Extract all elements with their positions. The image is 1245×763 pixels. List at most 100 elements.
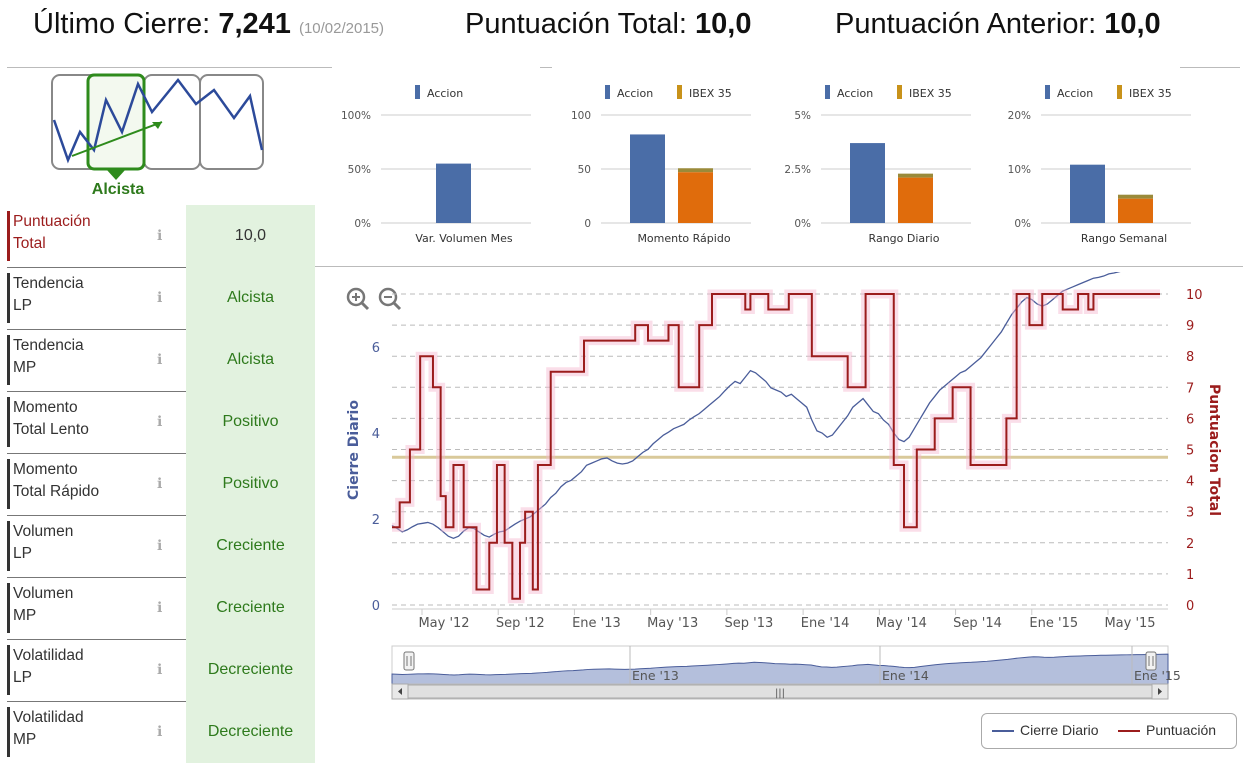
last-close-value: 7,241 [218, 8, 291, 40]
row-value: Decreciente [186, 639, 315, 701]
y-right-tick-label: 8 [1186, 350, 1194, 365]
legend-label[interactable]: IBEX 35 [1129, 87, 1172, 100]
y-tick-label: 50% [348, 164, 371, 176]
row-marker [7, 521, 10, 571]
row-marker [7, 211, 10, 261]
y-right-tick-label: 3 [1186, 506, 1194, 521]
legend-item-score[interactable]: Puntuación [1118, 722, 1216, 738]
row-marker [7, 397, 10, 447]
series-puntuacion[interactable] [392, 293, 1160, 600]
main-line-chart[interactable]: 0 1 2 3 4 5 6 7 8 9 10 0 2 4 6 Cierre Diario Puntuacion … [320, 272, 1240, 707]
zoom-in-icon[interactable] [346, 287, 370, 311]
row-marker [7, 583, 10, 633]
bar-cap [898, 173, 933, 178]
total-score: Puntuación Total: 10,0 [465, 8, 751, 41]
bar-ibex-35[interactable] [898, 177, 933, 223]
legend-label[interactable]: Accion [427, 87, 463, 100]
y-right-tick-label: 1 [1186, 568, 1194, 583]
row-marker [7, 707, 10, 757]
legend-label[interactable]: Accion [617, 87, 653, 100]
info-icon[interactable]: ℹ [157, 351, 163, 367]
legend-item-close[interactable]: Cierre Diario [992, 722, 1099, 738]
row-label: Tendencia MP [13, 337, 84, 376]
info-icon[interactable]: ℹ [157, 413, 163, 429]
x-tick-label: Sep '12 [496, 616, 545, 631]
previous-score-label: Puntuación Anterior: [835, 8, 1097, 40]
x-axis-label: Momento Rápido [637, 232, 730, 245]
legend-label[interactable]: Accion [1057, 87, 1093, 100]
navigator-tick-label: Ene '13 [632, 668, 679, 683]
y-left-tick-label: 0 [372, 599, 380, 614]
legend-label[interactable]: Accion [837, 87, 873, 100]
info-icon[interactable]: ℹ [157, 723, 163, 739]
row-value: Creciente [186, 577, 315, 639]
main-chart-legend: Cierre Diario Puntuación [981, 713, 1237, 749]
legend-label[interactable]: IBEX 35 [689, 87, 732, 100]
bar-accion[interactable] [436, 163, 471, 223]
info-icon[interactable]: ℹ [157, 661, 163, 677]
y-left-axis-title: Cierre Diario [346, 400, 362, 500]
series-puntuacion-glow [392, 289, 1160, 604]
score-row-momentum-slow: Momento Total Lento ℹ Positivo [7, 391, 315, 454]
row-marker [7, 645, 10, 695]
x-tick-label: May '14 [876, 616, 927, 631]
y-tick-label: 20% [1008, 110, 1031, 122]
x-tick-label: Sep '14 [953, 616, 1002, 631]
y-left-tick-label: 4 [372, 427, 380, 442]
row-label: Volatilidad MP [13, 709, 84, 748]
info-icon[interactable]: ℹ [157, 599, 163, 615]
navigator-right-handle[interactable] [1145, 651, 1157, 671]
legend-swatch [677, 85, 682, 99]
info-icon[interactable]: ℹ [157, 289, 163, 305]
row-value: 10,0 [186, 205, 315, 267]
trend-label: Alcista [91, 181, 145, 198]
bar-accion[interactable] [850, 143, 885, 223]
info-icon[interactable]: ℹ [157, 475, 163, 491]
row-value: Alcista [186, 267, 315, 329]
bar-accion[interactable] [630, 134, 665, 223]
y-right-tick-label: 5 [1186, 444, 1194, 459]
arrow-right-icon [1158, 688, 1162, 695]
navigator-left-handle[interactable] [403, 651, 415, 671]
y-right-tick-label: 2 [1186, 537, 1194, 552]
y-left-tick-label: 2 [372, 513, 380, 528]
last-close-date: (10/02/2015) [298, 20, 385, 37]
x-axis-label: Var. Volumen Mes [415, 232, 513, 245]
y-tick-label: 0% [794, 218, 811, 230]
divider [315, 266, 1243, 267]
y-right-tick-label: 7 [1186, 381, 1194, 396]
previous-score: Puntuación Anterior: 10,0 [835, 8, 1161, 41]
bar-accion[interactable] [1070, 164, 1105, 223]
row-label: Volumen MP [13, 585, 74, 624]
info-icon[interactable]: ℹ [157, 537, 163, 553]
score-row-volatility-mp: Volatilidad MP ℹ Decreciente [7, 701, 315, 763]
score-row-trend-lp: Tendencia LP ℹ Alcista [7, 267, 315, 330]
info-icon[interactable]: ℹ [157, 227, 163, 243]
row-marker [7, 335, 10, 385]
y-right-tick-label: 9 [1186, 319, 1194, 334]
bar-ibex-35[interactable] [678, 172, 713, 223]
x-tick-label: Ene '15 [1029, 616, 1078, 631]
navigator-tick-label: Ene '15 [1134, 668, 1181, 683]
y-tick-label: 10% [1008, 164, 1031, 176]
total-score-value: 10,0 [695, 8, 752, 40]
arrow-left-icon [398, 688, 402, 695]
bar-ibex-35[interactable] [1118, 198, 1153, 223]
bar-cap [678, 168, 713, 173]
legend-label[interactable]: IBEX 35 [909, 87, 952, 100]
legend-swatch [1117, 85, 1122, 99]
x-tick-label: May '13 [647, 616, 698, 631]
zoom-out-icon[interactable] [378, 287, 402, 311]
y-tick-label: 100% [341, 110, 371, 122]
row-label: Momento Total Lento [13, 399, 89, 438]
y-right-tick-label: 0 [1186, 599, 1194, 614]
bar-chart-volume: Accion 0% 50% 100% Var. Volumen Mes [341, 85, 531, 245]
legend-swatch [992, 730, 1014, 733]
series-cierre-diario[interactable] [391, 272, 1160, 540]
x-axis-label: Rango Diario [869, 232, 940, 245]
legend-swatch [605, 85, 610, 99]
divider [7, 67, 332, 68]
divider [540, 67, 552, 68]
score-row-total: Puntuación Total ℹ 10,0 [7, 205, 315, 268]
legend-swatch [825, 85, 830, 99]
